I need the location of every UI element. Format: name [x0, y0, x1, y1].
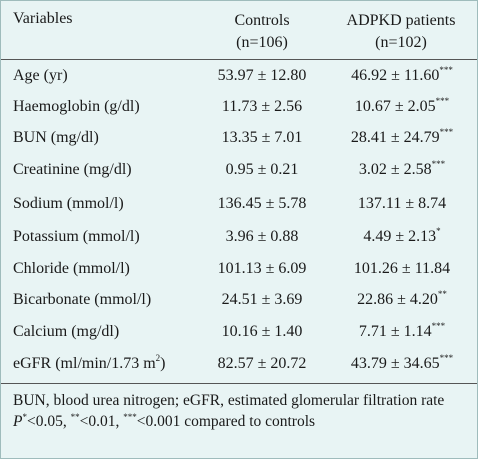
patients-value: 28.41 ± 24.79***	[350, 127, 454, 146]
controls-value: 24.51 ± 3.69	[221, 291, 303, 308]
controls-value: 10.16 ± 1.40	[221, 323, 303, 340]
row-label: Chloride (mmol/l)	[13, 260, 130, 277]
controls-value: 11.73 ± 2.56	[221, 98, 303, 115]
table-row: BUN (mg/dl) 13.35 ± 7.01 28.41 ± 24.79**…	[1, 127, 477, 160]
controls-value: 13.35 ± 7.01	[221, 129, 303, 146]
patients-value: 7.71 ± 1.14***	[358, 321, 446, 340]
label-superscript: 2	[155, 353, 161, 363]
controls-count: (n=106)	[236, 34, 288, 51]
table-row: Haemoglobin (g/dl) 11.73 ± 2.56 10.67 ± …	[1, 96, 477, 129]
abbreviations-note: BUN, blood urea nitrogen; eGFR, estimate…	[13, 392, 445, 409]
patients-value: 101.26 ± 11.84	[353, 260, 451, 277]
table-row: Age (yr) 53.97 ± 12.80 46.92 ± 11.60***	[1, 65, 477, 98]
controls-value: 3.96 ± 0.88	[225, 228, 299, 245]
table-row: Sodium (mmol/l) 136.45 ± 5.78 137.11 ± 8…	[1, 195, 477, 226]
significance-marker: ***	[439, 353, 454, 363]
patients-header: ADPKD patients (n=102)	[326, 10, 476, 54]
significance-marker: ***	[431, 321, 446, 331]
table-row: eGFR (ml/min/1.73 m2) 82.57 ± 20.72 43.7…	[1, 353, 477, 386]
controls-value: 82.57 ± 20.72	[217, 355, 307, 372]
table-row: Creatinine (mg/dl) 0.95 ± 0.21 3.02 ± 2.…	[1, 159, 477, 192]
controls-title: Controls	[234, 12, 290, 29]
controls-value: 0.95 ± 0.21	[225, 161, 299, 178]
patients-value: 10.67 ± 2.05***	[354, 96, 450, 115]
table-row: Bicarbonate (mmol/l) 24.51 ± 3.69 22.86 …	[1, 289, 477, 322]
table-footnote: BUN, blood urea nitrogen; eGFR, estimate…	[13, 390, 473, 434]
table-row: Calcium (mg/dl) 10.16 ± 1.40 7.71 ± 1.14…	[1, 321, 477, 354]
patients-value: 137.11 ± 8.74	[357, 195, 447, 212]
patients-count: (n=102)	[375, 34, 427, 51]
controls-value: 101.13 ± 6.09	[217, 260, 307, 277]
controls-value: 136.45 ± 5.78	[217, 195, 307, 212]
row-label: Creatinine (mg/dl)	[13, 161, 132, 178]
significance-marker: **	[437, 289, 447, 299]
variables-header: Variables	[13, 10, 73, 27]
patients-value: 22.86 ± 4.20**	[357, 289, 447, 308]
significance-note: P*<0.05, **<0.01, ***<0.001 compared to …	[13, 412, 316, 430]
patients-value: 3.02 ± 2.58***	[358, 159, 446, 178]
significance-marker: ***	[431, 159, 446, 169]
row-label: Age (yr)	[13, 67, 68, 84]
patients-value: 4.49 ± 2.13*	[363, 226, 441, 245]
row-label: Sodium (mmol/l)	[13, 195, 124, 212]
table-row: Potassium (mmol/l) 3.96 ± 0.88 4.49 ± 2.…	[1, 226, 477, 259]
row-label: BUN (mg/dl)	[13, 129, 99, 146]
row-label: Potassium (mmol/l)	[13, 228, 140, 245]
header-rule	[1, 59, 477, 60]
row-label: Bicarbonate (mmol/l)	[13, 291, 152, 308]
row-label: Haemoglobin (g/dl)	[13, 98, 140, 115]
table-header: Variables Controls (n=106) ADPKD patient…	[1, 1, 477, 57]
row-label: eGFR (ml/min/1.73 m2)	[13, 353, 166, 372]
significance-marker: ***	[439, 127, 454, 137]
patients-value: 46.92 ± 11.60***	[351, 65, 453, 84]
patients-title: ADPKD patients	[346, 12, 456, 29]
row-label: Calcium (mg/dl)	[13, 323, 120, 340]
significance-marker: ***	[435, 96, 450, 106]
controls-value: 53.97 ± 12.80	[217, 67, 307, 84]
footer-rule	[1, 383, 477, 384]
patients-value: 43.79 ± 34.65***	[350, 353, 454, 372]
significance-marker: *	[436, 226, 441, 236]
significance-marker: ***	[439, 65, 453, 75]
controls-header: Controls (n=106)	[207, 10, 317, 54]
table-row: Chloride (mmol/l) 101.13 ± 6.09 101.26 ±…	[1, 260, 477, 291]
